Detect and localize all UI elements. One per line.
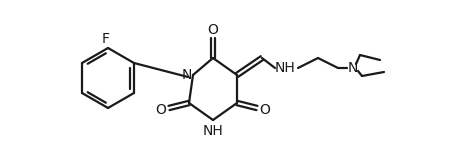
Text: N: N [348,61,358,75]
Text: O: O [207,23,219,37]
Text: N: N [182,68,192,82]
Text: NH: NH [203,124,223,138]
Text: NH: NH [274,61,295,75]
Text: F: F [102,32,110,46]
Text: O: O [156,103,166,117]
Text: O: O [260,103,270,117]
